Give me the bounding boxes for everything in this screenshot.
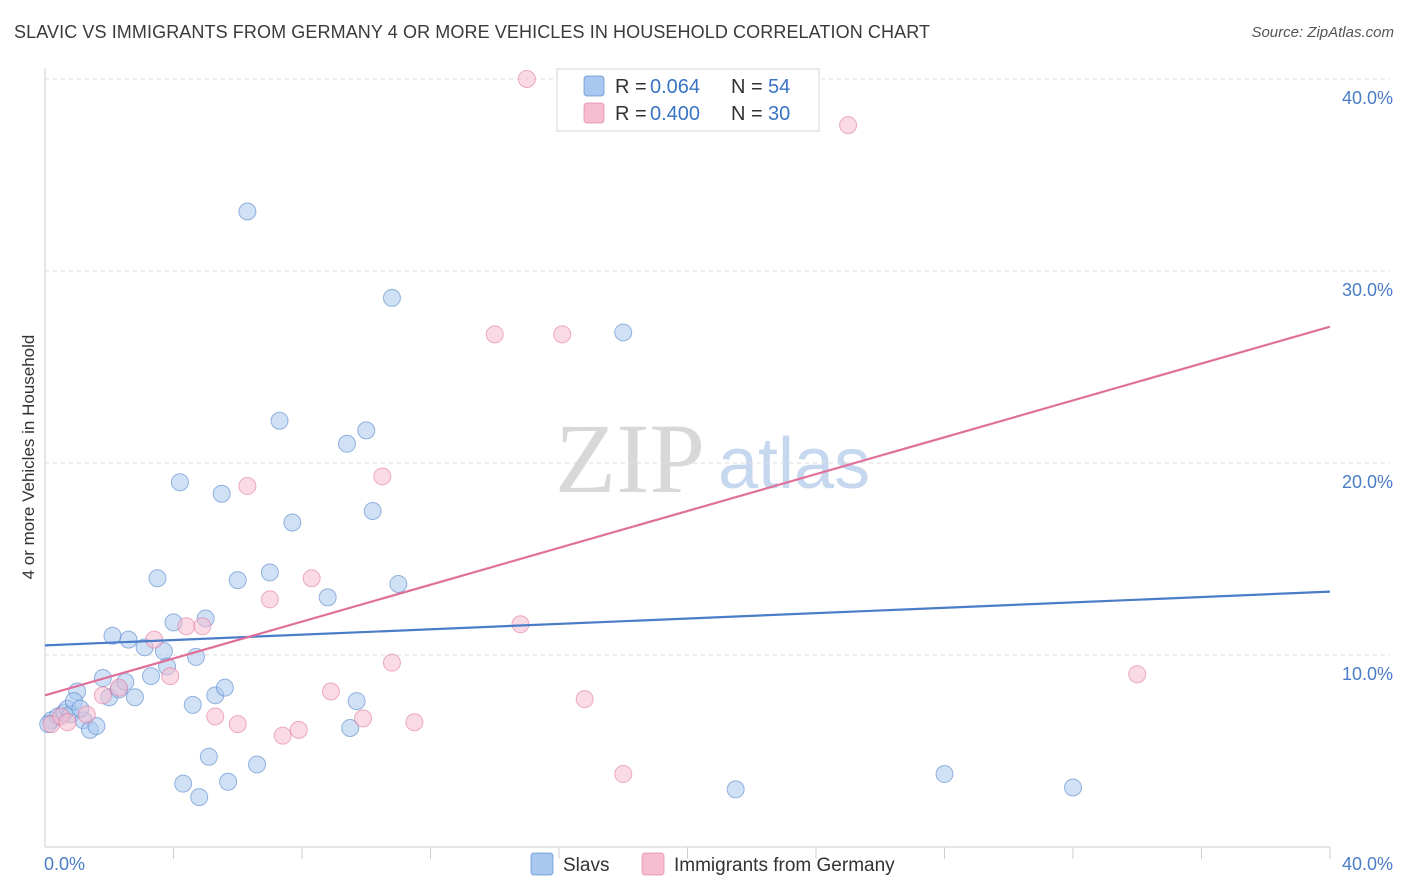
point-slavs-27 — [190, 788, 209, 807]
legend-r-label-slavs: R = — [615, 76, 647, 98]
point-germany-10 — [206, 707, 225, 726]
point-slavs-25 — [183, 695, 202, 714]
legend-n-value-germany: 30 — [768, 103, 790, 125]
chart-title: SLAVIC VS IMMIGRANTS FROM GERMANY 4 OR M… — [14, 22, 931, 42]
point-germany-11 — [228, 715, 247, 734]
point-slavs-43 — [347, 692, 366, 711]
point-germany-21 — [405, 713, 424, 732]
point-slavs-42 — [341, 718, 360, 737]
y-tick-label-20: 20.0% — [1342, 472, 1393, 492]
point-slavs-45 — [363, 502, 382, 520]
y-tick-labels: 10.0% 20.0% 30.0% 40.0% — [1342, 88, 1393, 684]
point-germany-19 — [373, 467, 392, 486]
point-slavs-51 — [1064, 778, 1082, 797]
bottom-legend-swatch-germany — [641, 852, 665, 876]
scatter-points — [39, 70, 1147, 807]
point-germany-22 — [485, 325, 504, 344]
point-slavs-46 — [382, 288, 401, 307]
point-germany-9 — [193, 617, 212, 636]
y-tick-label-30: 30.0% — [1342, 280, 1393, 300]
point-slavs-40 — [318, 588, 337, 607]
point-germany-25 — [553, 325, 572, 344]
point-slavs-44 — [357, 421, 376, 440]
y-tick-label-40: 40.0% — [1342, 88, 1393, 108]
x-tick-label-min: 0.0% — [44, 854, 85, 874]
bottom-legend-swatch-slavs — [530, 852, 554, 876]
point-germany-7 — [161, 667, 180, 686]
point-slavs-39 — [283, 513, 302, 532]
point-germany-24 — [517, 70, 536, 88]
point-slavs-31 — [212, 484, 231, 503]
point-slavs-29 — [199, 747, 218, 766]
point-slavs-16 — [119, 630, 138, 649]
point-germany-15 — [289, 720, 308, 739]
legend-n-label-slavs: N = — [731, 76, 763, 98]
watermark-zip: ZIP — [555, 403, 705, 514]
legend-n-value-slavs: 54 — [768, 76, 790, 98]
point-germany-2 — [58, 713, 77, 732]
point-germany-29 — [1128, 665, 1147, 684]
point-slavs-24 — [174, 774, 193, 793]
x-tick-label-max: 40.0% — [1342, 854, 1393, 874]
point-germany-5 — [109, 678, 128, 697]
point-slavs-23 — [170, 473, 189, 492]
watermark-atlas: atlas — [718, 424, 870, 504]
point-germany-28 — [839, 116, 858, 135]
point-slavs-35 — [238, 202, 257, 221]
legend-swatch-germany — [583, 102, 605, 124]
legend-r-value-germany: 0.400 — [650, 103, 700, 125]
bottom-legend-label-slavs: Slavs — [563, 855, 609, 876]
point-slavs-19 — [148, 569, 167, 588]
series-legend: Slavs Immigrants from Germany — [530, 852, 895, 876]
point-germany-3 — [77, 705, 96, 724]
y-tick-label-10: 10.0% — [1342, 664, 1393, 684]
point-germany-20 — [382, 653, 401, 672]
point-germany-13 — [260, 590, 279, 609]
point-germany-18 — [354, 709, 373, 728]
point-slavs-32 — [215, 678, 234, 697]
trend-line-slavs — [44, 590, 1331, 647]
point-slavs-9 — [87, 717, 106, 736]
y-axis-label: 4 or more Vehicles in Household — [19, 335, 38, 580]
point-slavs-18 — [142, 667, 161, 686]
legend-r-label-germany: R = — [615, 103, 647, 125]
gridlines — [45, 78, 1390, 656]
point-slavs-50 — [935, 765, 954, 784]
point-slavs-38 — [270, 411, 289, 430]
point-germany-4 — [93, 686, 112, 705]
legend-r-value-slavs: 0.064 — [650, 76, 700, 98]
point-germany-17 — [321, 682, 340, 701]
point-slavs-36 — [248, 755, 267, 774]
point-germany-27 — [614, 765, 633, 784]
point-slavs-37 — [260, 563, 279, 582]
point-slavs-49 — [726, 780, 745, 799]
point-slavs-41 — [337, 434, 356, 453]
x-ticks — [173, 847, 1331, 859]
trend-lines — [44, 325, 1331, 697]
point-germany-16 — [302, 569, 321, 588]
stats-legend: R = 0.064 N = 54 R = 0.400 N = 30 — [556, 68, 820, 132]
source-credit: Source: ZipAtlas.com — [1251, 24, 1394, 41]
point-slavs-47 — [389, 574, 408, 593]
point-slavs-33 — [219, 772, 238, 791]
point-germany-12 — [238, 477, 257, 496]
point-germany-26 — [575, 690, 594, 709]
legend-swatch-slavs — [583, 75, 605, 97]
point-slavs-48 — [614, 323, 633, 342]
bottom-legend-label-germany: Immigrants from Germany — [674, 855, 895, 876]
point-slavs-15 — [125, 688, 144, 707]
point-slavs-34 — [228, 571, 247, 590]
point-germany-8 — [177, 617, 196, 636]
point-germany-14 — [273, 726, 292, 745]
trend-line-germany — [44, 325, 1331, 697]
legend-n-label-germany: N = — [731, 103, 763, 125]
